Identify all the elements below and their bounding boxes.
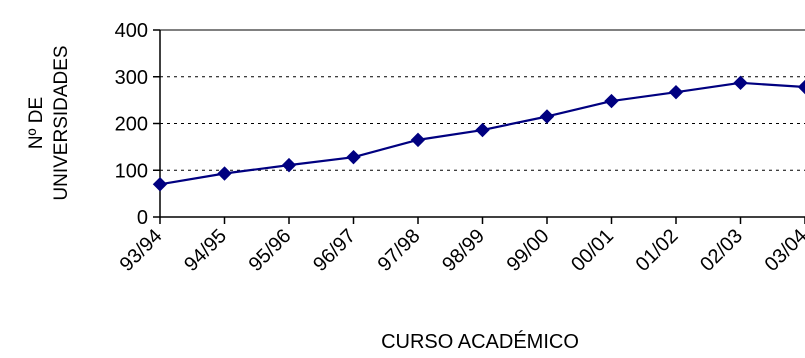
y-ticks: 0 100 200 300 400 [115, 20, 160, 229]
x-tick-label-7: 00/01 [567, 225, 618, 276]
data-point-97/98 [410, 132, 426, 148]
data-point-03/04 [797, 79, 805, 95]
data-point-98/99 [475, 122, 490, 138]
x-axis-label: CURSO ACADÉMICO [381, 330, 579, 353]
x-tick-label-3: 96/97 [309, 225, 360, 276]
y-tick-label-400: 400 [115, 20, 148, 42]
data-point-99/00 [539, 109, 555, 124]
y-axis-label-line2: UNIVERSIDADES [51, 45, 72, 200]
data-point-93/94 [152, 177, 168, 192]
x-tick-label-10: 03/04 [761, 225, 805, 276]
x-tick-label-4: 97/98 [374, 225, 425, 276]
x-tick-label-9: 02/03 [696, 225, 747, 276]
x-tick-label-5: 98/99 [438, 225, 489, 276]
data-point-02/03 [733, 75, 748, 91]
y-axis-label-line1: Nº DE [26, 97, 47, 149]
x-tick-label-8: 01/02 [632, 225, 683, 276]
x-tick-label-1: 94/95 [180, 225, 231, 276]
series-layer [152, 75, 805, 192]
y-tick-label-300: 300 [115, 67, 148, 89]
data-point-95/96 [281, 157, 297, 173]
x-tick-label-6: 99/00 [503, 225, 554, 276]
data-point-01/02 [668, 84, 684, 100]
x-ticks: 93/94 94/95 95/96 96/97 97/98 98/99 99/00 00/01… [116, 217, 805, 276]
data-point-96/97 [346, 149, 361, 165]
y-tick-label-0: 0 [137, 207, 148, 229]
x-tick-label-2: 95/96 [245, 225, 296, 276]
data-point-94/95 [217, 166, 232, 181]
y-tick-label-200: 200 [115, 114, 148, 136]
y-tick-label-100: 100 [115, 160, 148, 182]
data-point-00/01 [604, 93, 619, 109]
x-tick-label-0: 93/94 [116, 225, 167, 276]
